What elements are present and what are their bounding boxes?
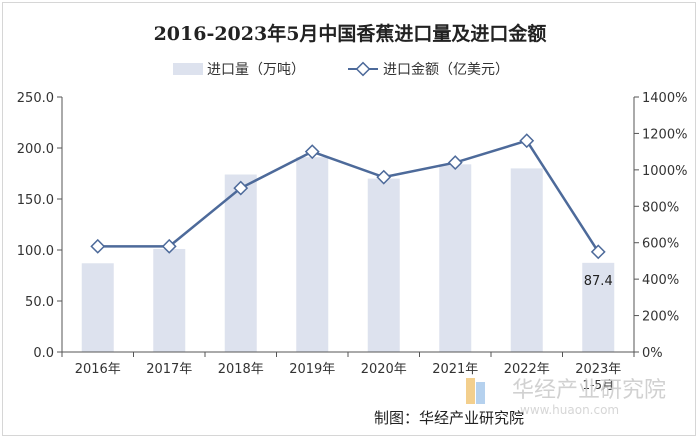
y-right-tick-label: 1000% (642, 164, 687, 179)
legend-line-label: 进口金额（亿美元） (383, 62, 509, 78)
watermark-name: 华经产业研究院 (512, 378, 666, 403)
bar (510, 168, 543, 352)
line-point-marker (376, 169, 392, 185)
bar (367, 178, 400, 352)
bar-data-label: 87.4 (584, 274, 613, 289)
line-series (90, 133, 606, 260)
bar (81, 263, 114, 352)
y-right-tick-label: 600% (642, 237, 679, 252)
x-tick-label: 2022年 (504, 362, 550, 377)
y-right-tick-label: 1400% (642, 91, 687, 106)
x-tick-label: 2017年 (146, 362, 192, 377)
y-left-tick-label: 150.0 (17, 193, 54, 208)
y-right-tick-label: 200% (642, 310, 679, 325)
chart-title: 2016-2023年5月中国香蕉进口量及进口金额 (154, 22, 547, 45)
y-right-tick-label: 400% (642, 273, 679, 288)
axes: 0.0 50.0 100.0 150.0 200.0 250.0 0% 200% 400% 600… (17, 91, 688, 392)
y-right-tick-label: 1200% (642, 127, 687, 142)
x-tick-label: 2020年 (361, 362, 407, 377)
y-right-tick-label: 0% (642, 346, 663, 361)
line-point-marker (304, 144, 320, 160)
chart-frame (2, 2, 696, 436)
line-point-marker (161, 238, 177, 254)
legend-bar-label: 进口量（万吨） (207, 62, 305, 78)
x-tick-label: 2016年 (75, 362, 121, 377)
y-left-tick-label: 50.0 (25, 295, 54, 310)
line-point-marker (590, 244, 606, 260)
bar (582, 262, 615, 352)
x-tick-label: 2021年 (432, 362, 478, 377)
x-tick-label-sub: 1-5月 (582, 378, 614, 392)
line-point-marker (233, 180, 249, 196)
x-tick-label: 2019年 (289, 362, 335, 377)
y-left-tick-label: 200.0 (17, 142, 54, 157)
line-point-marker (447, 155, 463, 170)
watermark: 华经产业研究院 www.huaon.com (466, 378, 666, 417)
bar-series (81, 157, 615, 352)
line-point-marker (519, 133, 535, 149)
line-path (97, 139, 600, 253)
legend: 进口量（万吨） 进口金额（亿美元） (173, 61, 509, 78)
watermark-url: www.huaon.com (520, 403, 619, 417)
watermark-logo-icon (466, 378, 475, 404)
x-tick-label: 2023年 (575, 362, 621, 377)
bar (296, 157, 329, 352)
bar (153, 248, 186, 352)
source-note: 制图：华经产业研究院 (374, 409, 524, 427)
y-right-tick-label: 800% (642, 200, 679, 215)
legend-bar-swatch (173, 63, 203, 75)
bar (439, 164, 472, 352)
y-left-tick-label: 0.0 (33, 346, 54, 361)
y-left-tick-label: 250.0 (17, 91, 54, 106)
legend-line-marker (355, 61, 371, 77)
x-tick-label: 2018年 (218, 362, 264, 377)
line-point-marker (90, 238, 106, 254)
watermark-logo-icon-2 (476, 382, 485, 404)
data-labels: 87.4 (584, 274, 613, 289)
y-left-tick-label: 100.0 (17, 244, 54, 259)
bar (224, 174, 257, 352)
